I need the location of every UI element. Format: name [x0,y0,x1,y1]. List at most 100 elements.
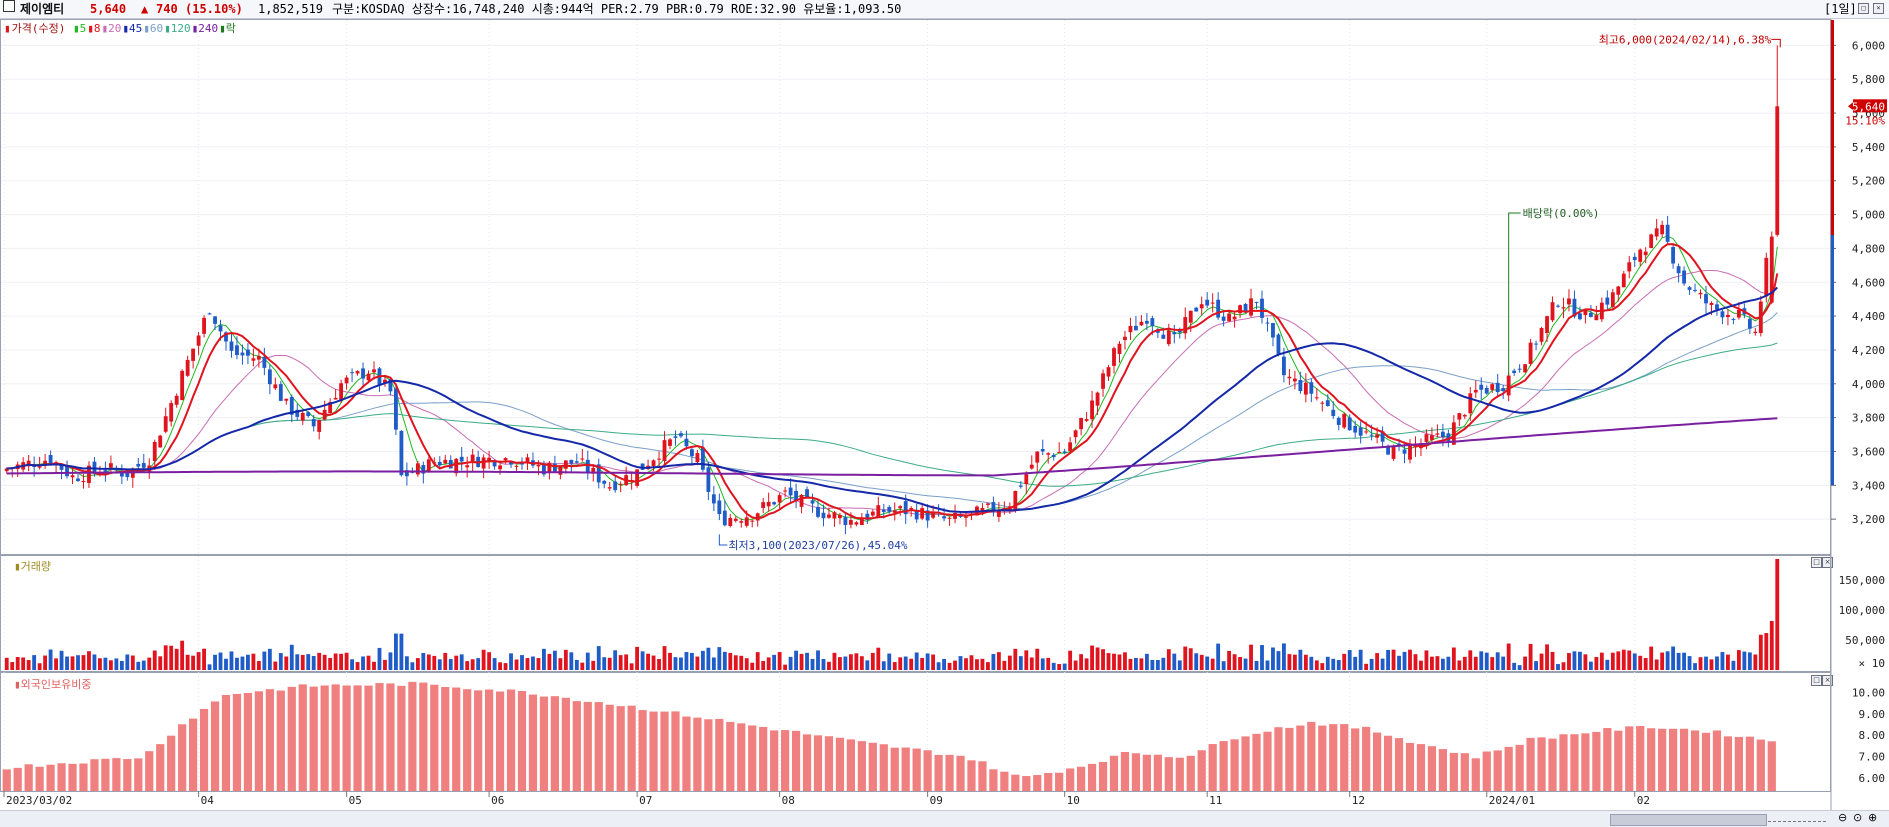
candle [1424,434,1429,442]
stock-info-header: 제이엠티 5,640 ▲ 740 (15.10%) 1,852,519 구분:K… [0,0,1889,19]
price-legend-title[interactable]: 가격(수정) [11,22,66,35]
candle [492,460,497,467]
candle [1380,431,1385,442]
price-change: 740 [156,2,178,16]
stock-name[interactable]: 제이엠티 [20,2,65,16]
zoom-in-icon[interactable]: ⊕ [1868,811,1878,824]
candle [32,466,37,468]
candle [1342,413,1347,428]
foreign-ownership-bar [1526,737,1535,791]
foreign-ownership-bar [726,721,735,791]
candle [1232,316,1237,320]
legend-ma-5[interactable]: ▮5 [72,22,87,35]
volume-bar [147,657,152,670]
candle [1254,301,1259,303]
candle [1331,409,1336,417]
foreign-ownership-bar [627,705,636,791]
foreign-ownership-bar [1471,758,1480,791]
candle [103,470,108,472]
candle [668,439,672,446]
volume-bar [865,660,870,670]
volume-pane-maximize-button[interactable]: □ [1811,557,1822,568]
candle [1451,422,1456,445]
legend-ma-120[interactable]: ▮120 [164,22,191,35]
candle [865,513,870,520]
volume-bar [777,652,782,670]
candle [1665,224,1670,242]
volume-bar [838,657,842,670]
foreign-ownership-bar [495,691,505,791]
foreign-ownership-bar [1197,750,1206,791]
close-button[interactable]: × [1873,3,1884,14]
foreign-ownership-bar [221,694,231,791]
zoom-out-icon[interactable]: ⊖ [1838,811,1848,824]
volume-bar [1402,651,1407,670]
foreign-ownership-bar [945,754,954,791]
volume-bar [821,658,826,670]
legend-ma-240[interactable]: ▮240 [191,22,219,35]
legend-ma-20[interactable]: ▮20 [101,22,122,35]
foreign-ownership-bar [1109,755,1119,791]
volume-axis-label: 150,000 [1839,574,1885,587]
zoom-slider[interactable] [1768,815,1826,822]
volume-bar [1265,660,1270,670]
candle [1314,397,1319,399]
volume-bar [317,652,322,670]
foreign-ownership-bar [134,758,143,791]
candle [158,435,163,448]
volume-bar [558,658,563,670]
legend-ma-락[interactable]: ▮락 [219,22,236,35]
maximize-button[interactable]: □ [1858,3,1869,14]
ma-45-line [6,286,1778,514]
volume-bar [1271,647,1275,670]
foreign-pane-maximize-button[interactable]: □ [1811,675,1822,686]
foreign-ownership-bar [1658,728,1667,791]
volume-bar [1720,652,1725,670]
volume-bar [169,645,174,670]
candle [569,459,574,464]
volume-bar [996,652,1001,670]
volume-bar [1342,653,1347,670]
foreign-ownership-bar [79,763,88,791]
foreign-ownership-bar [199,709,209,791]
volume-bar [1320,663,1325,670]
candle [1386,446,1390,455]
volume-bar [717,647,722,670]
date-axis-label: 2024/01 [1489,794,1535,807]
candle [481,457,486,469]
candle [415,463,420,475]
candle [799,494,804,507]
volume-bar [1550,651,1555,670]
foreign-ownership-bar [189,718,198,791]
volume-bar [158,656,163,670]
legend-ma-60[interactable]: ▮60 [143,22,164,35]
volume-bar [1238,657,1242,670]
volume-bar [574,659,579,670]
zoom-reset-icon[interactable]: ⊙ [1853,811,1863,824]
legend-ma-45[interactable]: ▮45 [122,22,143,35]
volume-pane-label[interactable]: ▮거래량 [14,560,51,573]
foreign-axis-label: 6.00 [1859,772,1886,785]
foreign-ownership-pane-label[interactable]: ▮외국인보유비중 [14,678,92,691]
candle [174,395,179,405]
volume-bar [235,657,239,670]
volume-bar [273,661,278,670]
candle [892,510,897,513]
horizontal-scroll-thumb[interactable] [1610,814,1767,826]
foreign-ownership-bar [408,681,417,791]
date-axis-label: 09 [930,794,943,807]
volume-bar [350,659,354,670]
foreign-pane-close-button[interactable]: × [1822,675,1833,686]
legend-ma-8[interactable]: ▮8 [87,22,101,35]
volume-bar [10,662,15,670]
volume-bar [1029,657,1034,670]
period-button[interactable]: [1일] [1824,2,1857,16]
candle [700,447,705,470]
volume-pane-close-button[interactable]: × [1822,557,1833,568]
chart-scrollbar-area[interactable]: ⊖ ⊙ ⊕ [0,810,1889,827]
foreign-ownership-bar [1373,732,1382,791]
volume-bar [1495,652,1500,670]
volume-bar [1506,643,1511,670]
volume-bar [191,655,196,670]
